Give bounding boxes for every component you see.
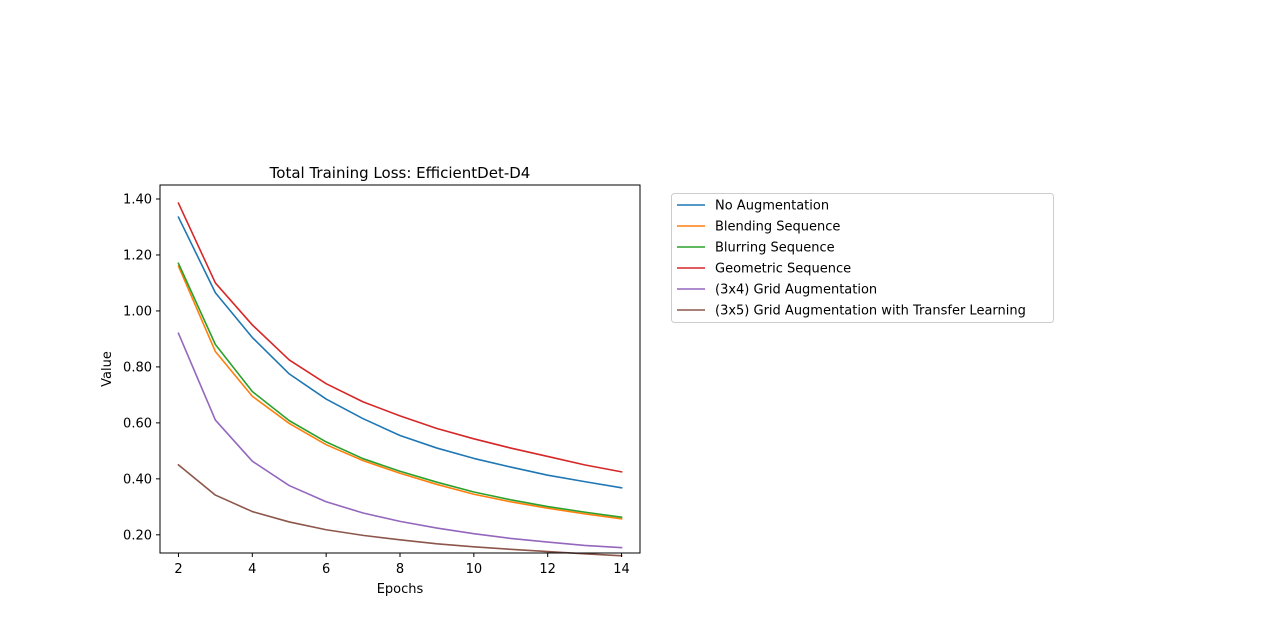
y-tick-label: 0.80 [123,360,152,375]
legend-label-6: (3x5) Grid Augmentation with Transfer Le… [715,304,1026,319]
series-line-4 [177,202,623,473]
y-tick-label: 1.00 [123,304,152,319]
legend-label-4: Geometric Sequence [715,262,851,277]
x-axis-label: Epochs [377,582,424,597]
x-tick-label: 8 [396,562,404,577]
y-axis-ticks: 0.20 0.40 0.60 0.80 1.00 1.20 1.40 [123,192,160,543]
series-line-2 [177,265,623,520]
legend: No Augmentation Blending Sequence Blurring… [671,193,1054,323]
plot-area-frame [159,184,641,554]
x-tick-label: 6 [322,562,330,577]
series-line-1 [177,216,623,489]
legend-label-1: No Augmentation [715,199,829,214]
y-axis-label: Value [100,351,115,387]
y-tick-label: 0.20 [123,528,152,543]
chart-title: Total Training Loss: EfficientDet-D4 [269,164,531,182]
legend-label-3: Blurring Sequence [715,241,835,256]
x-tick-label: 2 [174,562,182,577]
y-tick-label: 0.60 [123,416,152,431]
x-tick-label: 10 [466,562,483,577]
x-tick-label: 4 [248,562,256,577]
x-tick-label: 12 [539,562,556,577]
y-tick-label: 1.40 [123,192,152,207]
y-tick-label: 0.40 [123,472,152,487]
series-line-3 [177,262,623,519]
series-line-5 [177,332,623,549]
series-lines [177,202,623,557]
x-tick-label: 14 [613,562,630,577]
x-axis-ticks: 2 4 6 8 10 12 14 [174,553,630,577]
legend-label-5: (3x4) Grid Augmentation [715,283,877,298]
legend-frame [671,193,1054,323]
y-tick-label: 1.20 [123,248,152,263]
series-line-6 [177,463,623,557]
legend-label-2: Blending Sequence [715,220,840,235]
